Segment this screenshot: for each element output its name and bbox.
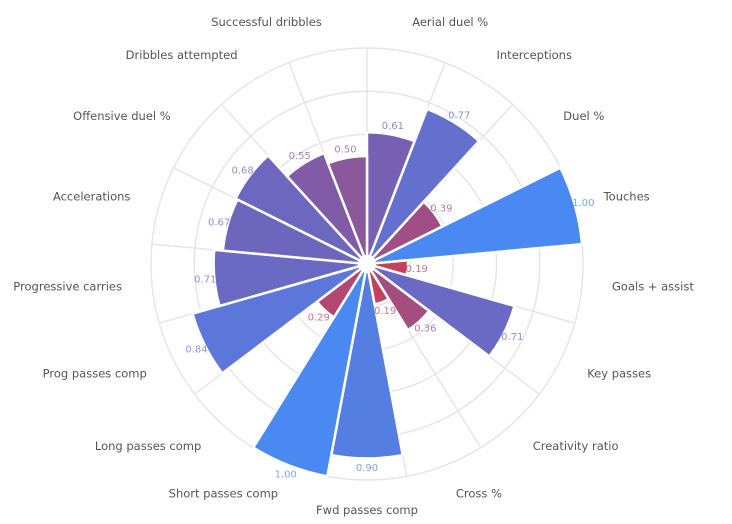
category-label: Aerial duel % [412,15,488,29]
value-label: 0.67 [208,217,230,228]
category-label: Accelerations [53,190,130,204]
value-label: 0.19 [406,264,428,275]
category-label: Interceptions [497,48,572,62]
value-label: 0.36 [414,324,436,335]
value-label: 1.00 [275,469,297,480]
value-label: 0.29 [308,312,330,323]
bars [190,107,584,478]
category-label: Progressive carries [13,280,122,294]
bar-prog-passes-comp[interactable] [190,262,368,376]
category-label: Creativity ratio [533,439,619,453]
value-label: 0.68 [231,166,253,177]
value-label: 1.00 [572,198,594,209]
value-label: 0.90 [356,463,378,474]
value-label: 0.61 [382,121,404,132]
bar-short-passes-comp[interactable] [251,263,369,478]
category-label: Short passes comp [169,486,278,500]
category-label: Key passes [587,367,651,381]
value-label: 0.71 [501,332,523,343]
category-labels: Aerial duel % Interceptions Duel % Touches G… [13,15,694,517]
value-label: 0.50 [334,145,356,156]
category-label: Dribbles attempted [126,48,238,62]
bar-successful-dribbles[interactable] [326,154,369,265]
bar-touches[interactable] [366,166,584,266]
value-label: 0.77 [448,110,470,121]
bar-key-passes[interactable] [366,262,517,359]
category-label: Duel % [563,109,604,123]
value-label: 0.84 [185,344,207,355]
category-label: Fwd passes comp [316,503,418,517]
center-hole [358,255,376,273]
bar-progressive-carries[interactable] [212,248,368,308]
category-label: Goals + assist [612,280,694,294]
category-label: Touches [603,190,650,204]
value-label: 0.39 [430,203,452,214]
category-label: Successful dribbles [211,15,322,29]
bar-offensive-duel[interactable] [233,153,368,266]
value-label: 0.19 [374,306,396,317]
category-label: Long passes comp [95,439,201,453]
value-label: 0.55 [289,151,311,162]
bar-creativity-ratio[interactable] [365,263,431,332]
bar-interceptions[interactable] [365,107,481,265]
bar-dribbles-attempted[interactable] [285,151,369,265]
value-labels: 0.61 0.77 0.39 1.00 0.19 0.71 0.36 0.19 0.90 1.00… [185,110,594,480]
category-label: Prog passes comp [43,367,147,381]
category-label: Cross % [456,486,502,500]
value-label: 0.71 [194,275,216,286]
category-label: Offensive duel % [73,109,171,123]
